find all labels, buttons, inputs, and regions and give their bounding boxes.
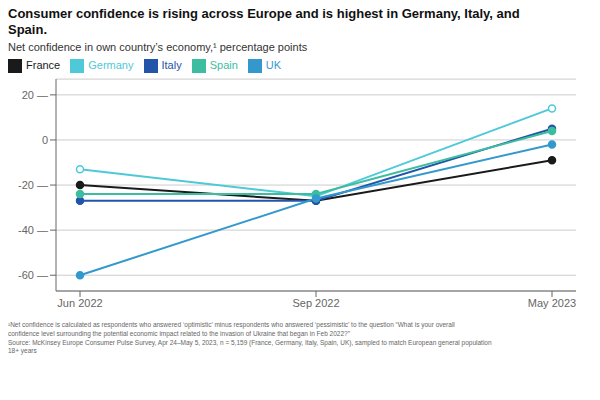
html-text:Net confidence in own country’: Net confidence in own country’s economy,… bbox=[8, 41, 308, 54]
html-text:Consumer confidence is rising: Consumer confidence is rising across Eur… bbox=[8, 6, 520, 21]
html-text:Spain.: Spain. bbox=[8, 21, 47, 37]
svg-text:20 —: 20 — bbox=[22, 89, 48, 101]
svg-text:-40 —: -40 — bbox=[18, 224, 48, 236]
html-text:France: France bbox=[26, 59, 61, 72]
svg-text:Sep 2022: Sep 2022 bbox=[292, 297, 339, 309]
svg-text:-20 —: -20 — bbox=[18, 179, 48, 191]
svg-text:Jun 2022: Jun 2022 bbox=[57, 297, 102, 309]
svg-text:May 2023: May 2023 bbox=[528, 297, 576, 309]
html-text:Italy: Italy bbox=[161, 59, 182, 72]
html-text:UK: UK bbox=[265, 59, 282, 72]
html-text:Germany: Germany bbox=[88, 59, 134, 72]
html-text:Spain: Spain bbox=[209, 59, 238, 72]
svg-text:-60 —: -60 — bbox=[18, 269, 48, 281]
html-text:¹Net confidence is calculated: ¹Net confidence is calculated as respond… bbox=[8, 321, 492, 355]
svg-text:0: 0 bbox=[42, 134, 48, 146]
